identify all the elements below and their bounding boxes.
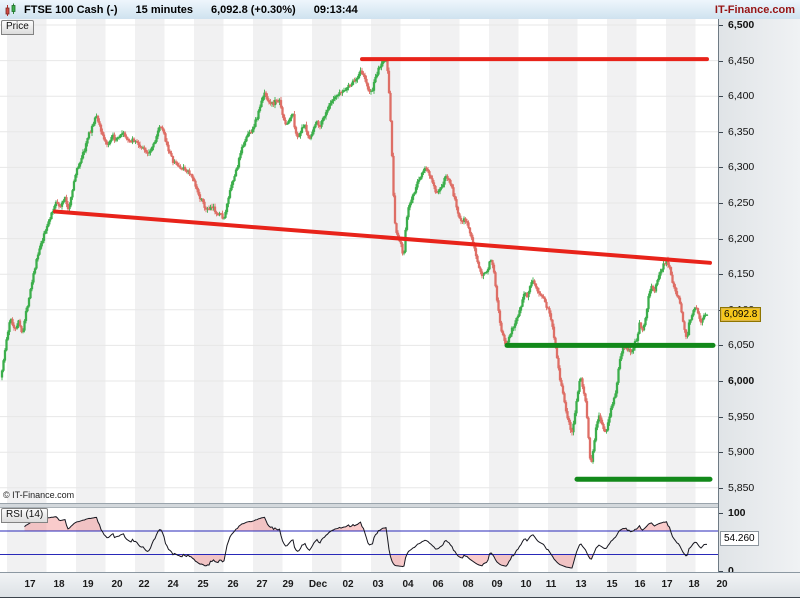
axis-tick — [719, 512, 723, 514]
axis-tick — [719, 274, 723, 276]
candlestick-plot — [0, 24, 718, 489]
candlestick-icon — [5, 3, 16, 16]
price-axis-label: 6,300 — [728, 161, 755, 174]
date-label: 27 — [256, 579, 268, 590]
price-axis-label: 5,900 — [728, 446, 755, 459]
date-label: 16 — [634, 579, 646, 590]
time-axis[interactable]: 17 18 19 20 22 24 25 26 27 29 Dec 02 03 04 06 08 09 10 11 1… — [0, 572, 800, 598]
axis-tick — [719, 381, 723, 382]
date-label: 24 — [167, 579, 179, 590]
date-label: 29 — [282, 579, 294, 590]
price-axis-label: 6,200 — [728, 232, 755, 245]
symbol-name: FTSE 100 Cash (-) — [24, 3, 118, 16]
axis-tick — [719, 487, 723, 489]
date-label: 10 — [520, 579, 532, 590]
resistance-descending-line[interactable] — [53, 209, 712, 265]
tab-rsi[interactable]: RSI (14) — [1, 508, 49, 523]
axis-tick — [719, 571, 723, 572]
axis-tick — [719, 203, 723, 204]
copyright-label: © IT-Finance.com — [3, 490, 75, 500]
axis-tick — [719, 345, 723, 347]
price-axis-label: 6,500 — [728, 19, 755, 31]
date-label: 06 — [432, 579, 444, 590]
instrument-header: FTSE 100 Cash (-) 15 minutes 6,092.8 (+0… — [0, 0, 800, 20]
price-axis-label: 6,050 — [728, 339, 755, 352]
axis-tick — [719, 452, 723, 454]
tab-price[interactable]: Price — [1, 20, 34, 35]
price-axis-label: 6,250 — [728, 197, 755, 209]
axis-tick — [719, 131, 723, 133]
timeframe-label: 15 minutes — [135, 3, 193, 16]
date-label: 19 — [82, 579, 94, 590]
price-axis-label: 5,950 — [728, 410, 755, 423]
axis-tick — [719, 416, 723, 418]
axis-tick — [719, 167, 723, 169]
axis-tick — [719, 96, 723, 98]
date-label: 11 — [545, 579, 557, 590]
price-axis[interactable]: 6,092.8 54.260 6,500 6,450 6,400 6,350 6,300… — [718, 19, 800, 577]
axis-tick — [719, 25, 723, 26]
date-label: 15 — [606, 579, 618, 590]
axis-tick — [719, 60, 723, 62]
price-axis-label: 6,000 — [728, 375, 755, 387]
axis-tick — [719, 238, 723, 240]
date-label: 22 — [138, 579, 150, 590]
date-label: 25 — [197, 579, 209, 590]
date-label: 26 — [227, 579, 239, 590]
date-label: 18 — [688, 579, 700, 590]
price-axis-label: 5,850 — [728, 481, 755, 494]
price-chart-area[interactable]: © IT-Finance.com — [0, 19, 718, 503]
date-label: 09 — [491, 579, 503, 590]
rsi-value-tag: 54.260 — [720, 531, 759, 547]
date-label: 04 — [402, 579, 414, 590]
date-label: 20 — [716, 579, 728, 590]
date-label: 03 — [372, 579, 384, 590]
last-quote: 6,092.8 (+0.30%) — [211, 3, 296, 16]
quote-time: 09:13:44 — [313, 3, 358, 16]
price-axis-label: 6,350 — [728, 125, 755, 138]
date-label: 17 — [24, 579, 36, 590]
date-label: 02 — [342, 579, 354, 590]
brand-link[interactable]: IT-Finance.com — [714, 3, 795, 16]
price-axis-label: 6,150 — [728, 268, 755, 281]
rsi-chart-area[interactable] — [0, 507, 718, 573]
date-label: 18 — [53, 579, 65, 590]
date-label: Dec — [308, 579, 328, 590]
date-label: 13 — [575, 579, 587, 590]
price-axis-label: 6,400 — [728, 90, 755, 103]
rsi-axis-label: 100 — [728, 506, 746, 519]
date-label: 17 — [661, 579, 673, 590]
current-price-tag: 6,092.8 — [720, 306, 762, 322]
date-label: 08 — [462, 579, 474, 590]
price-axis-label: 6,450 — [728, 54, 755, 67]
rsi-axis-label: 0 — [728, 565, 734, 577]
date-label: 20 — [111, 579, 123, 590]
rsi-plot — [0, 516, 718, 569]
